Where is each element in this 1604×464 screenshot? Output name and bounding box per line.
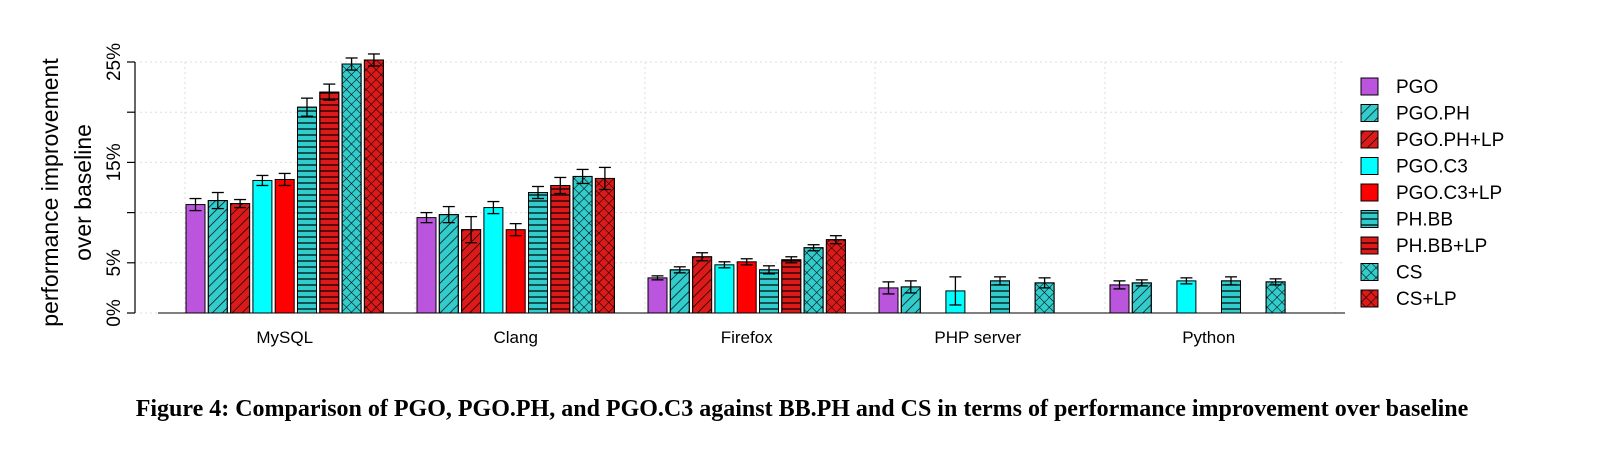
legend-swatch-hatch (1360, 210, 1379, 228)
bar (185, 204, 206, 314)
y-axis-title-line: over baseline (70, 124, 96, 261)
bar (252, 179, 273, 314)
bar (647, 277, 668, 314)
bars (158, 53, 1345, 314)
bar-hatch (669, 269, 690, 314)
bar-hatch (207, 200, 228, 314)
legend-label: PGO (1396, 77, 1438, 98)
bar-hatch (1221, 280, 1241, 314)
bar-hatch (990, 280, 1010, 314)
x-tick-label: PHP server (934, 328, 1021, 347)
legend-swatch (1360, 183, 1379, 202)
y-axis-title: performance improvement over baseline (37, 58, 96, 327)
legend-label: PH.BB (1396, 210, 1453, 231)
bar-hatch (1265, 281, 1286, 314)
bar (416, 217, 437, 314)
y-tick-label: 15% (104, 143, 125, 181)
y-axis-title-line: performance improvement (37, 58, 63, 327)
legend-swatch-hatch (1360, 104, 1379, 122)
bar-hatch (230, 203, 251, 314)
bar-chart: 0% 5% 15% 25% MySQL Clang Firefox PHP server Py… (37, 43, 1504, 347)
legend-label: PGO.C3+LP (1396, 183, 1502, 204)
figure-caption: Figure 4: Comparison of PGO, PGO.PH, and… (135, 396, 1469, 422)
legend-swatch-hatch (1360, 236, 1379, 255)
chart: 0% 5% 15% 25% MySQL Clang Firefox PHP server Py… (37, 43, 1504, 347)
legend-label: PGO.PH+LP (1396, 130, 1504, 151)
bar-hatch (692, 256, 713, 314)
y-axis: 0% 5% 15% 25% (104, 43, 136, 327)
x-tick-label: Clang (493, 328, 537, 347)
y-tick-label: 25% (104, 43, 125, 81)
bar-hatch (1131, 282, 1152, 314)
x-tick-label: Firefox (721, 328, 773, 347)
bar-hatch (341, 63, 362, 314)
bar (1176, 280, 1197, 314)
bar-hatch (825, 239, 846, 314)
bar (505, 229, 526, 314)
legend: PGO PGO.PH PGO.PH+LP PGO.C3 PGO.C3+LP PH.BB PH… (1360, 77, 1504, 310)
bar-hatch (297, 106, 317, 314)
legend-label: PH.BB+LP (1396, 236, 1487, 257)
x-tick-label: MySQL (256, 328, 313, 347)
legend-swatch (1360, 157, 1379, 175)
legend-label: PGO.PH (1396, 104, 1470, 125)
legend-label: CS+LP (1396, 289, 1457, 310)
bar-hatch (594, 177, 615, 314)
legend-swatch (1360, 77, 1379, 96)
bar-hatch (781, 259, 802, 314)
bar-hatch (528, 192, 548, 314)
bar (714, 264, 735, 314)
bar-hatch (572, 175, 593, 314)
bar-hatch (438, 214, 459, 314)
bar-hatch (759, 269, 779, 314)
legend-label: CS (1396, 263, 1422, 284)
legend-swatch-hatch (1360, 130, 1379, 149)
legend-swatch-hatch (1360, 263, 1379, 281)
bar-hatch (319, 91, 340, 314)
y-tick-label: 0% (104, 299, 125, 327)
bar (274, 178, 295, 314)
x-axis-labels: MySQL Clang Firefox PHP server Python (256, 328, 1235, 347)
x-tick-label: Python (1182, 328, 1235, 347)
legend-swatch-hatch (1360, 289, 1379, 308)
bar (736, 261, 757, 314)
bar-hatch (550, 184, 571, 314)
bar-hatch (363, 59, 384, 314)
legend-label: PGO.C3 (1396, 157, 1468, 178)
bar (483, 207, 504, 314)
bar-hatch (803, 247, 824, 314)
y-tick-label: 5% (104, 249, 125, 277)
